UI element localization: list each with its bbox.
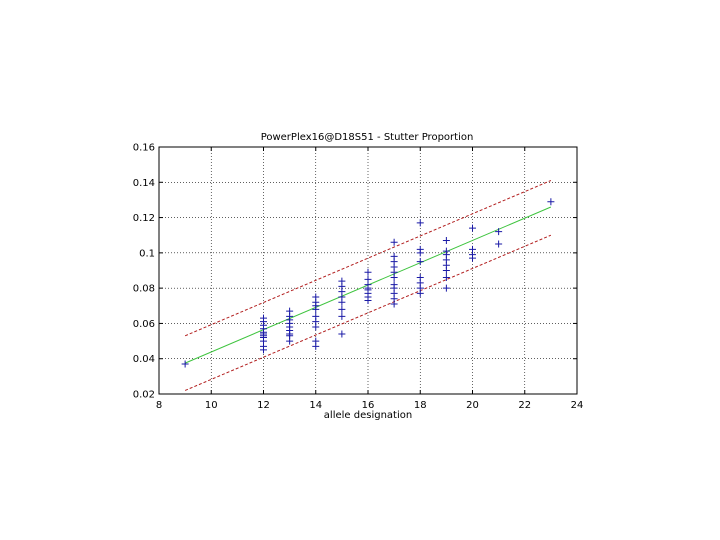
chart-title: PowerPlex16@D18S51 - Stutter Proportion (261, 132, 474, 143)
data-point (286, 337, 294, 345)
data-point (181, 360, 189, 368)
data-point (338, 298, 346, 306)
x-tick-label: 14 (309, 400, 322, 411)
x-tick-label: 18 (414, 400, 427, 411)
x-tick-label: 20 (466, 400, 479, 411)
data-point (390, 238, 398, 246)
x-tick-label: 12 (257, 400, 270, 411)
y-tick-label: 0.14 (133, 178, 155, 189)
data-point (338, 305, 346, 313)
x-axis-label: allele designation (324, 410, 412, 421)
x-tick-label: 8 (156, 400, 162, 411)
tick-labels: 8 10 12 14 16 18 20 22 24 0.02 0.04 0.06 0.08 0.1 0.12… (133, 143, 584, 412)
data-points (181, 198, 555, 368)
x-tick-label: 16 (362, 400, 375, 411)
data-point (364, 268, 372, 276)
upper-line (184, 180, 552, 337)
data-point (442, 284, 450, 292)
data-point (390, 274, 398, 282)
data-point (442, 237, 450, 245)
y-tick-label: 0.12 (133, 213, 155, 224)
data-point (338, 312, 346, 320)
data-point (442, 267, 450, 274)
data-point (495, 240, 503, 248)
data-point (364, 296, 372, 304)
data-point (260, 346, 267, 354)
data-point (312, 323, 320, 331)
y-tick-label: 0.16 (133, 143, 155, 154)
data-point (547, 198, 555, 206)
data-point (312, 305, 320, 313)
data-point (416, 258, 424, 266)
x-tick-label: 22 (518, 400, 531, 411)
y-tick-label: 0.06 (133, 319, 155, 330)
y-tick-label: 0.02 (133, 390, 155, 401)
data-point (469, 224, 476, 232)
data-point (416, 219, 424, 227)
x-tick-label: 24 (571, 400, 584, 411)
data-point (312, 342, 320, 350)
data-point (442, 274, 450, 282)
lower-line (184, 234, 552, 391)
data-point (416, 249, 424, 257)
data-point (416, 289, 424, 297)
x-tick-label: 10 (205, 400, 218, 411)
y-tick-label: 0.04 (133, 354, 155, 365)
data-point (495, 228, 503, 236)
y-tick-label: 0.1 (139, 248, 155, 259)
axis-ticks (158, 146, 578, 395)
data-point (390, 300, 398, 308)
data-point (338, 330, 346, 338)
data-point (469, 254, 476, 262)
y-tick-label: 0.08 (133, 284, 155, 295)
